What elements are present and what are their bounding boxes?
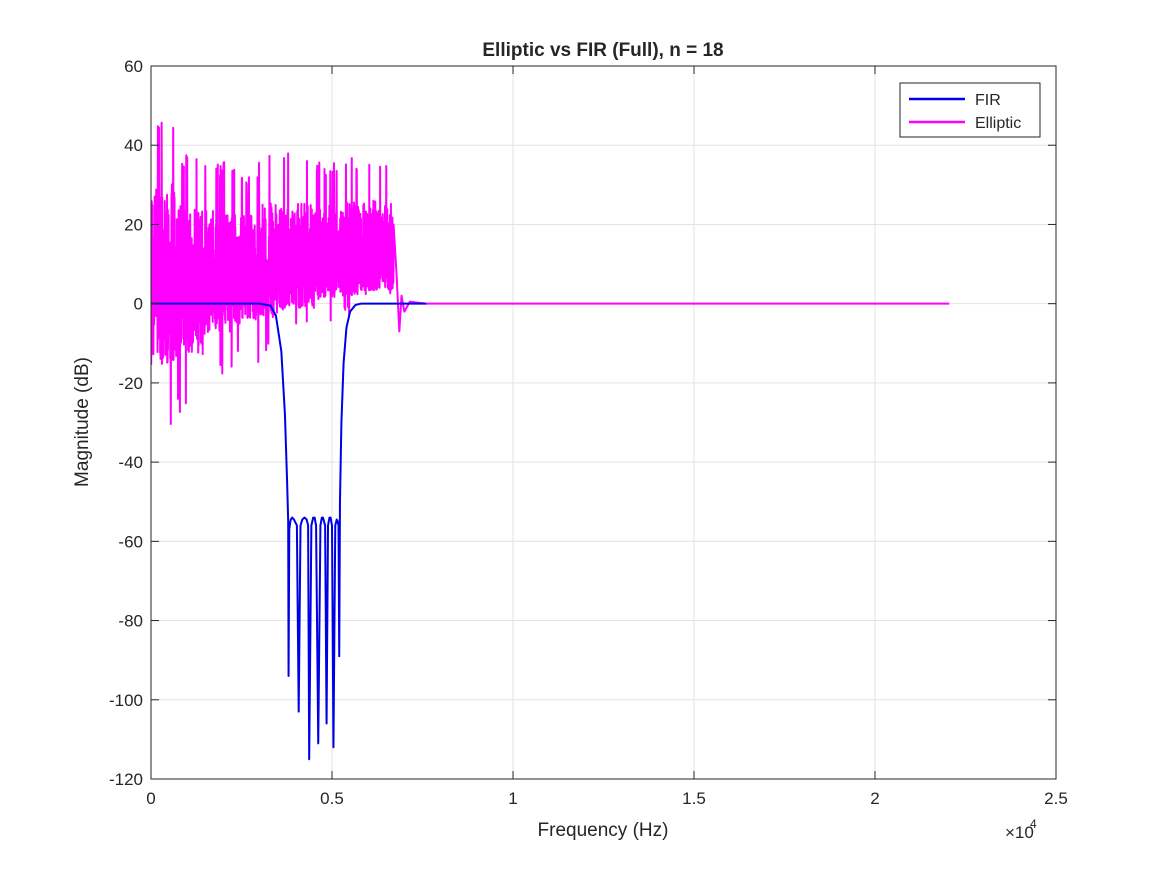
plot-area (151, 66, 1056, 779)
y-tick-label: 40 (124, 136, 143, 155)
y-axis-label: Magnitude (dB) (72, 357, 93, 487)
y-tick-label: 20 (124, 215, 143, 234)
x-exponent-power: 4 (1030, 817, 1037, 831)
x-tick-label: 1 (508, 789, 517, 808)
y-tick-label: -20 (118, 374, 143, 393)
axes-box (150, 65, 1057, 780)
series-line-elliptic (151, 121, 950, 426)
legend: FIR Elliptic (899, 82, 1041, 138)
x-tick-label: 0.5 (320, 789, 344, 808)
y-tick-label: -80 (118, 612, 143, 631)
y-tick-label: -60 (118, 532, 143, 551)
x-tick-label: 1.5 (682, 789, 706, 808)
x-exponent-base: ×10 (1005, 823, 1034, 842)
tick-marks (150, 65, 1057, 780)
x-tick-label: 0 (146, 789, 155, 808)
y-tick-label: -40 (118, 453, 143, 472)
legend-label-elliptic: Elliptic (975, 115, 1021, 132)
series-line-fir (151, 302, 427, 761)
legend-box (899, 82, 1041, 138)
series-layer (151, 121, 950, 761)
legend-label-fir: FIR (975, 92, 1001, 109)
x-tick-label: 2.5 (1044, 789, 1068, 808)
chart-title: Elliptic vs FIR (Full), n = 18 (482, 40, 723, 61)
y-tick-label: -120 (109, 770, 143, 789)
tick-labels: 0 0.5 1 1.5 2 2.5 -120 -100 -80 -60 -40 -20 0 20 40 60 (109, 57, 1068, 808)
y-tick-label: 0 (134, 295, 143, 314)
x-tick-label: 2 (870, 789, 879, 808)
y-tick-label: -100 (109, 691, 143, 710)
x-axis-label: Frequency (Hz) (538, 820, 669, 841)
y-tick-label: 60 (124, 57, 143, 76)
